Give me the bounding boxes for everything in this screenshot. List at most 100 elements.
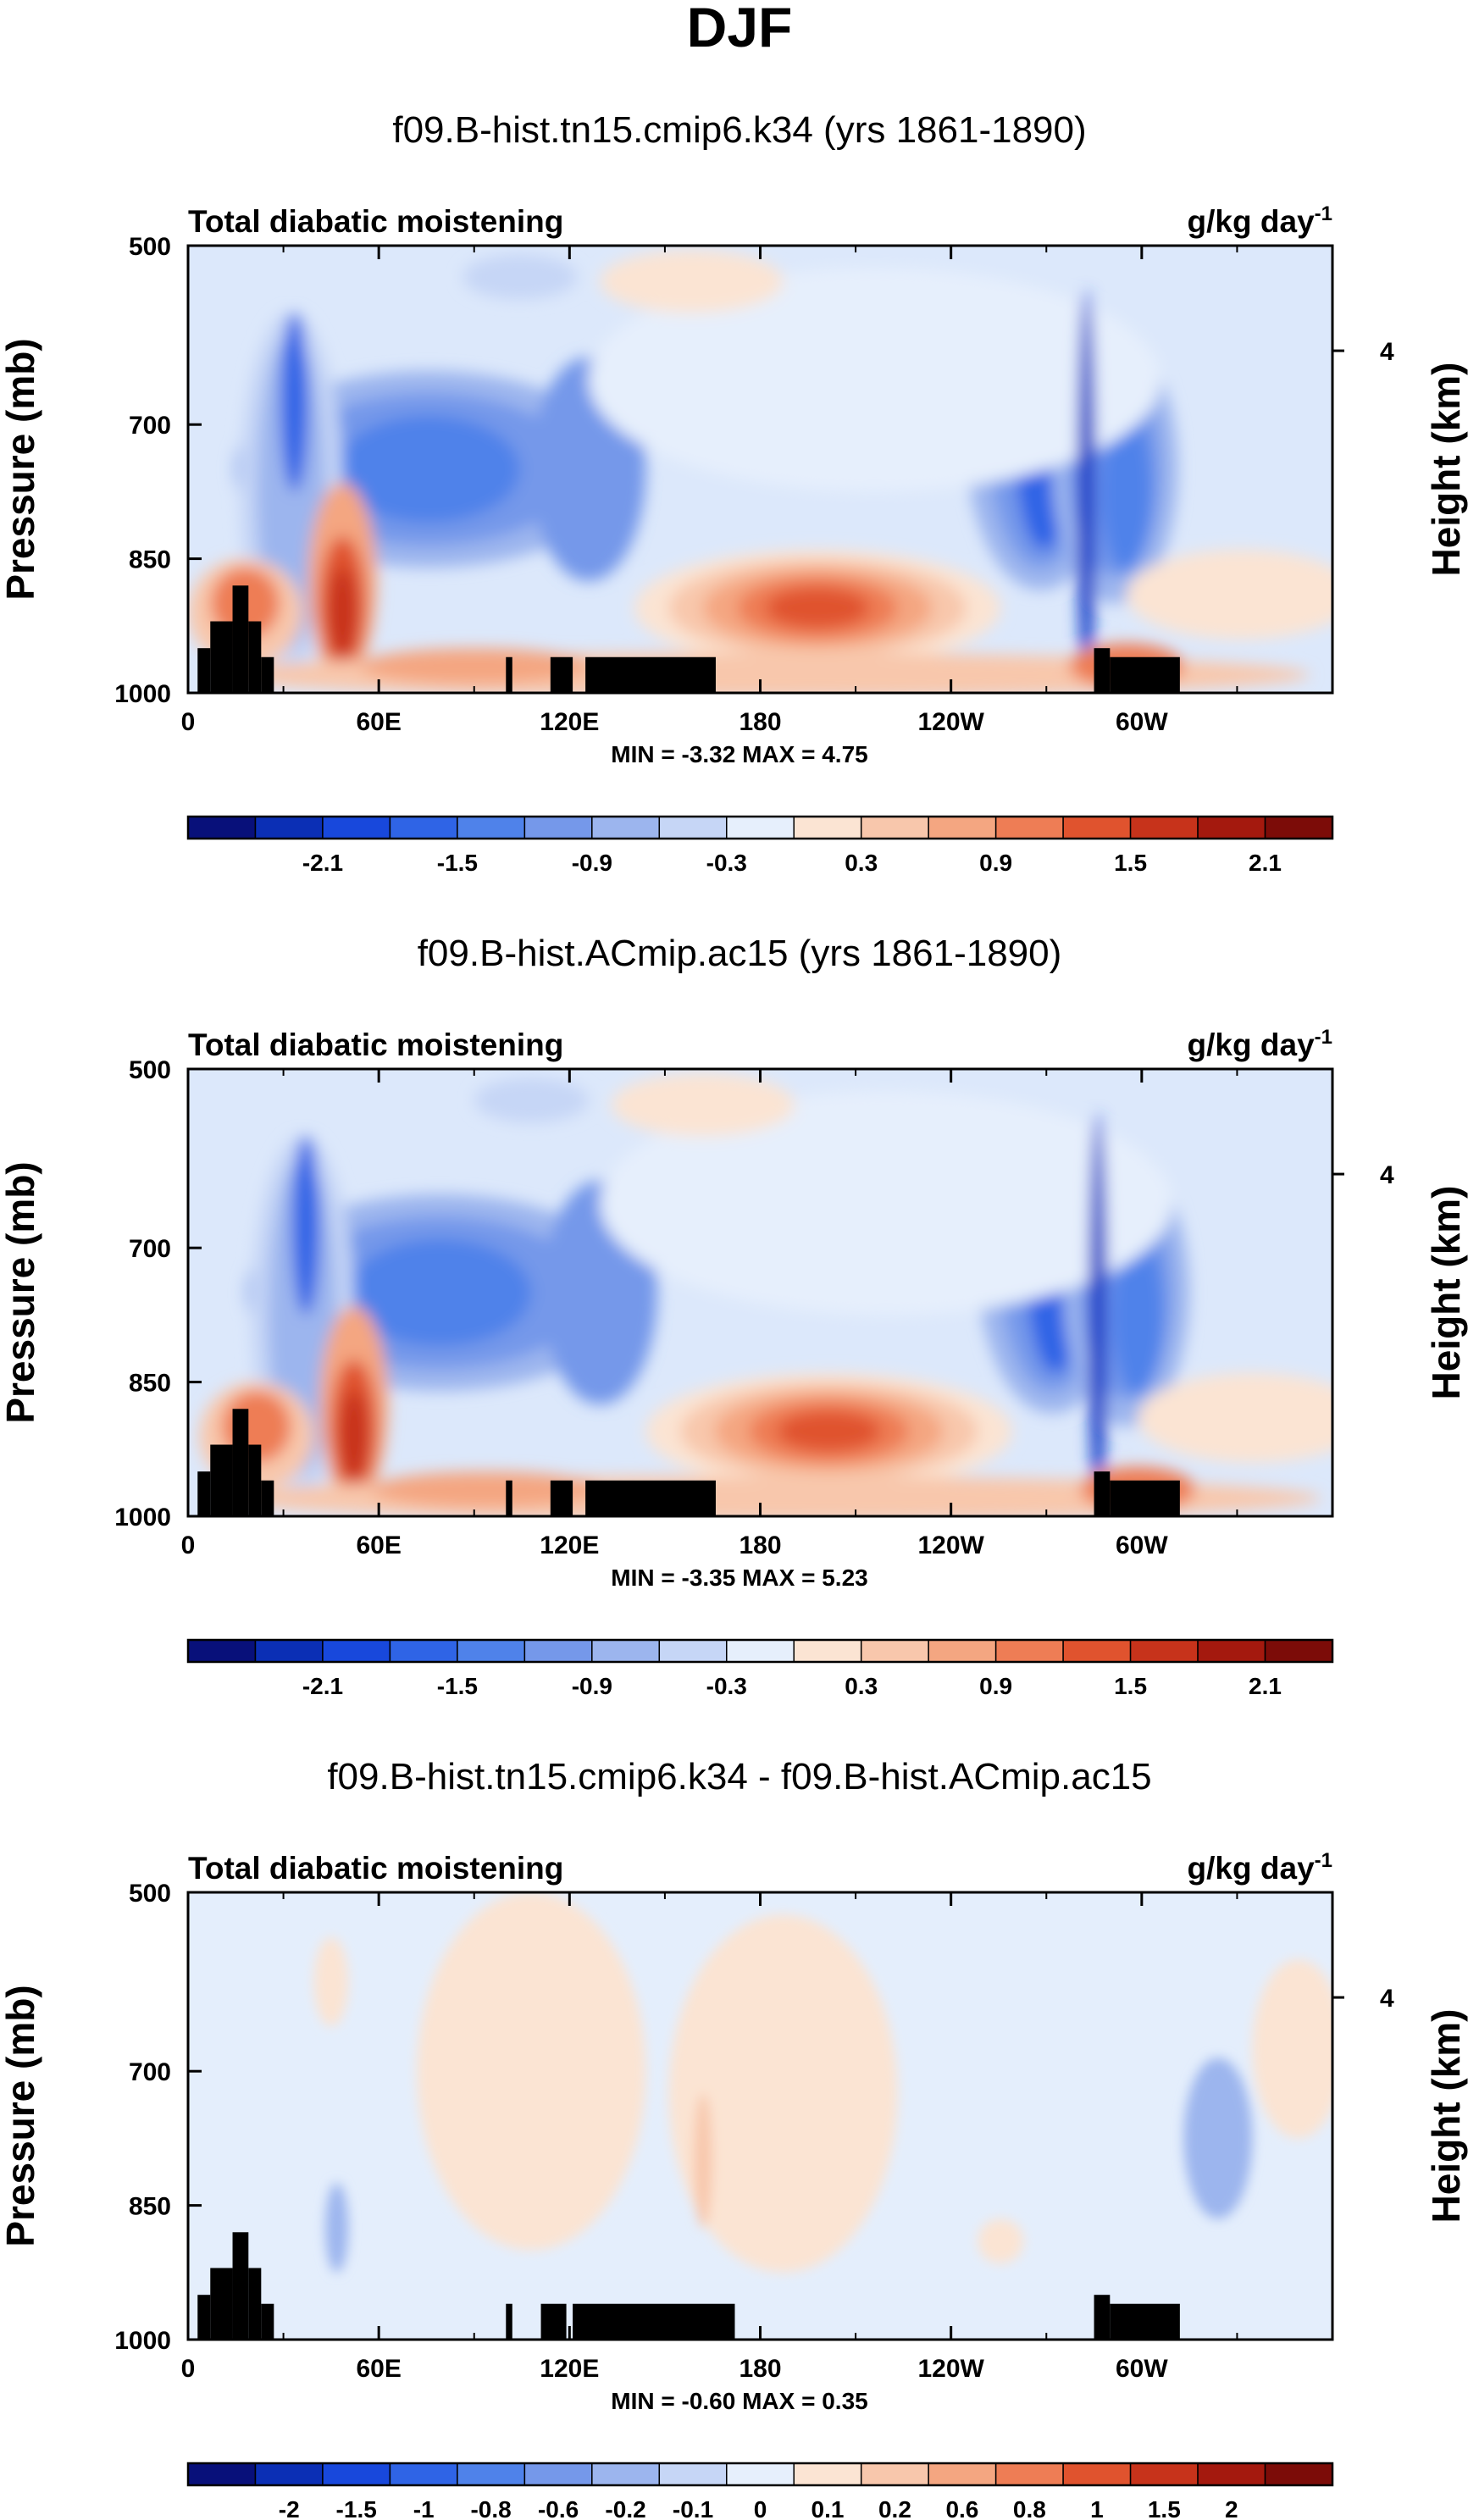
colorbar-segment (994, 1639, 1064, 1663)
land-mask (1110, 1480, 1180, 1516)
land-mask (1094, 1471, 1111, 1516)
y-tick-label: 700 (129, 412, 171, 440)
y-tick-label: 500 (129, 1880, 171, 1908)
colorbar-label: 1.5 (1114, 1673, 1147, 1699)
land-mask (261, 1480, 274, 1516)
colorbar-label: -0.9 (572, 1673, 612, 1699)
land-mask (210, 1444, 233, 1516)
land-mask (573, 2303, 735, 2340)
x-tick-label: 120W (917, 708, 984, 736)
colorbar-label: 0.3 (845, 850, 878, 876)
colorbar-label: -2.1 (302, 850, 343, 876)
y-tick-label: 1000 (114, 1504, 171, 1531)
x-tick-label: 120E (540, 1531, 599, 1559)
land-mask (261, 656, 274, 693)
x-tick-label: 120E (540, 2355, 599, 2383)
colorbar-segment (928, 816, 997, 839)
colorbar-segment (591, 1639, 661, 1663)
figure-title: DJF (687, 0, 793, 58)
land-mask (210, 2268, 233, 2340)
colorbar-label: -1.5 (437, 1673, 478, 1699)
colorbar-segment (860, 816, 929, 839)
land-mask (197, 1471, 211, 1516)
colorbar-label: 1 (1090, 2496, 1104, 2520)
land-mask (585, 1480, 716, 1516)
colorbar-segment (389, 1639, 458, 1663)
colorbar-segment (793, 1639, 862, 1663)
colorbar-segment (860, 2462, 929, 2486)
colorbar-label: -0.8 (470, 2496, 511, 2520)
variable-label: Total diabatic moistening (188, 204, 563, 239)
y-axis-title: Pressure (mb) (0, 1161, 42, 1423)
y-axis-right-title: Height (km) (1424, 2009, 1468, 2224)
colorbar-segment (1264, 2462, 1333, 2486)
colorbar-segment (389, 816, 458, 839)
x-tick-label: 0 (181, 708, 196, 736)
x-tick-label: 60W (1116, 2355, 1168, 2383)
colorbar-segment (1264, 816, 1333, 839)
colorbar-label: 0.9 (979, 1673, 1012, 1699)
colorbar-segment (457, 816, 526, 839)
colorbar-segment (322, 2462, 391, 2486)
land-mask (1110, 2303, 1180, 2340)
y-tick-label: 700 (129, 2058, 171, 2086)
land-mask (248, 621, 262, 693)
colorbar-label: 0.8 (1013, 2496, 1046, 2520)
land-mask (1094, 2295, 1111, 2340)
y-tick-label: 850 (129, 546, 171, 574)
colorbar-segment (793, 2462, 862, 2486)
colorbar-label: -1.5 (437, 850, 478, 876)
colorbar-segment (726, 1639, 795, 1663)
colorbar-label: -1 (413, 2496, 435, 2520)
min-max-stats: MIN = -0.60 MAX = 0.35 (611, 2388, 867, 2414)
colorbar-segment (1062, 816, 1132, 839)
y-axis-title: Pressure (mb) (0, 338, 42, 600)
colorbar-label: 0.1 (812, 2496, 845, 2520)
colorbar-segment (591, 816, 661, 839)
colorbar-label: -2.1 (302, 1673, 343, 1699)
y-tick-label: 850 (129, 2193, 171, 2221)
colorbar-segment (187, 816, 257, 839)
x-tick-label: 120E (540, 708, 599, 736)
colorbar-segment (523, 816, 593, 839)
x-tick-label: 180 (739, 1531, 781, 1559)
right-tick-label: 4 (1380, 338, 1394, 366)
variable-label: Total diabatic moistening (188, 1851, 563, 1886)
y-tick-label: 1000 (114, 680, 171, 708)
colorbar-label: 2 (1225, 2496, 1238, 2520)
x-tick-label: 120W (917, 2355, 984, 2383)
colorbar-segment (1197, 2462, 1266, 2486)
colorbar-label: 1.5 (1114, 850, 1147, 876)
colorbar-segment (254, 2462, 324, 2486)
colorbar-segment (457, 1639, 526, 1663)
land-mask (248, 2268, 262, 2340)
colorbar-segment (1062, 2462, 1132, 2486)
colorbar-label: 1.5 (1148, 2496, 1181, 2520)
colorbar-segment (658, 2462, 728, 2486)
colorbar-segment (1197, 1639, 1266, 1663)
units-label: g/kg day-1 (1188, 1849, 1332, 1886)
colorbar-segment (793, 816, 862, 839)
panel-3: f09.B-hist.tn15.cmip6.k34 - f09.B-hist.A… (0, 1756, 1468, 2520)
x-tick-label: 0 (181, 1531, 196, 1559)
x-tick-label: 60W (1116, 708, 1168, 736)
colorbar-label: -1.5 (336, 2496, 377, 2520)
units-label: g/kg day-1 (1188, 1026, 1332, 1062)
colorbar-label: -2 (279, 2496, 300, 2520)
colorbar-segment (457, 2462, 526, 2486)
land-mask (197, 648, 211, 693)
colorbar-segment (726, 2462, 795, 2486)
y-tick-label: 700 (129, 1235, 171, 1263)
colorbar-segment (254, 816, 324, 839)
panel-2: f09.B-hist.ACmip.ac15 (yrs 1861-1890) Tot… (0, 933, 1468, 1699)
colorbar-segment (523, 2462, 593, 2486)
land-mask (210, 621, 233, 693)
land-mask (232, 585, 249, 693)
colorbar-segment (187, 1639, 257, 1663)
y-tick-label: 1000 (114, 2327, 171, 2355)
right-tick-label: 4 (1380, 1161, 1394, 1189)
colorbar-segment (254, 1639, 324, 1663)
colorbar-segment (1197, 816, 1266, 839)
land-mask (1094, 648, 1111, 693)
